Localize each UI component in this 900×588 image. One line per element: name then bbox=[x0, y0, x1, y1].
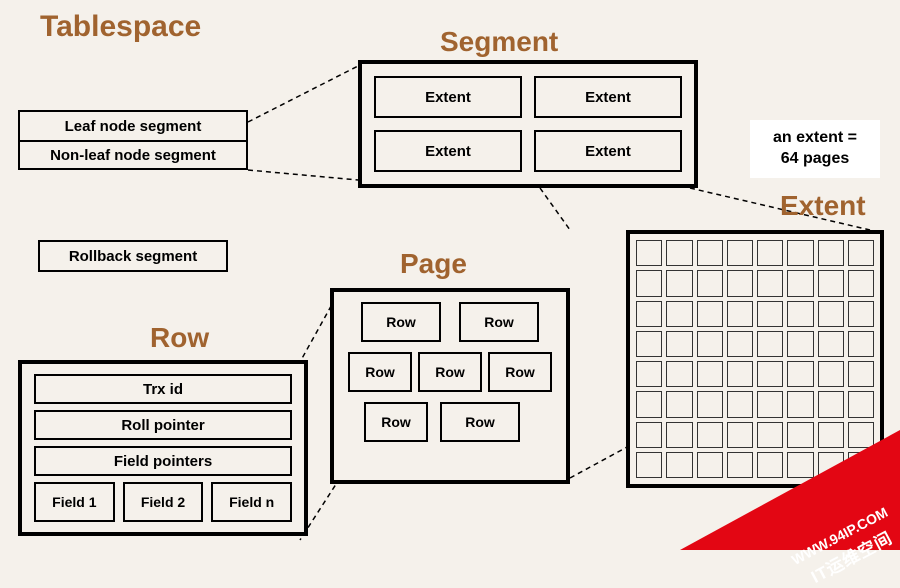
segment-extent-cell: Extent bbox=[374, 76, 522, 118]
heading-page: Page bbox=[400, 248, 467, 280]
extent-note-line1: an extent = bbox=[754, 128, 876, 149]
page-row-cell: Row bbox=[364, 402, 428, 442]
row-trx-id: Trx id bbox=[34, 374, 292, 404]
non-leaf-node-segment: Non-leaf node segment bbox=[18, 140, 248, 170]
extent-page-cell bbox=[848, 270, 874, 296]
rollback-segment-box: Rollback segment bbox=[38, 240, 228, 272]
page-row-cell: Row bbox=[488, 352, 552, 392]
extent-page-cell bbox=[818, 301, 844, 327]
extent-page-cell bbox=[697, 270, 723, 296]
extent-page-cell bbox=[787, 301, 813, 327]
extent-page-cell bbox=[787, 391, 813, 417]
row-box: Trx id Roll pointer Field pointers Field… bbox=[18, 360, 308, 536]
extent-page-cell bbox=[636, 361, 662, 387]
extent-page-cell bbox=[636, 270, 662, 296]
extent-page-cell bbox=[757, 361, 783, 387]
page-box: Row Row Row Row Row Row Row bbox=[330, 288, 570, 484]
extent-page-cell bbox=[787, 331, 813, 357]
page-row-cell: Row bbox=[418, 352, 482, 392]
extent-page-cell bbox=[697, 301, 723, 327]
page-row-cell: Row bbox=[361, 302, 441, 342]
extent-page-cell bbox=[666, 240, 692, 266]
extent-page-cell bbox=[666, 361, 692, 387]
extent-page-cell bbox=[727, 301, 753, 327]
extent-page-cell bbox=[636, 391, 662, 417]
extent-page-cell bbox=[697, 361, 723, 387]
extent-note-line2: 64 pages bbox=[754, 149, 876, 170]
row-field-cell: Field n bbox=[211, 482, 292, 522]
extent-page-cell bbox=[727, 270, 753, 296]
extent-page-cell bbox=[818, 240, 844, 266]
extent-page-cell bbox=[636, 301, 662, 327]
leaf-node-segment: Leaf node segment bbox=[18, 110, 248, 140]
extent-page-cell bbox=[636, 452, 662, 478]
extent-page-cell bbox=[848, 391, 874, 417]
extent-page-cell bbox=[757, 391, 783, 417]
segment-extent-cell: Extent bbox=[534, 130, 682, 172]
extent-page-cell bbox=[666, 270, 692, 296]
segment-extent-cell: Extent bbox=[374, 130, 522, 172]
extent-page-cell bbox=[727, 361, 753, 387]
row-field-pointers: Field pointers bbox=[34, 446, 292, 476]
extent-page-cell bbox=[697, 331, 723, 357]
extent-page-cell bbox=[848, 331, 874, 357]
page-row-cell: Row bbox=[348, 352, 412, 392]
page-row-cell: Row bbox=[459, 302, 539, 342]
extent-page-cell bbox=[818, 270, 844, 296]
extent-page-cell bbox=[636, 240, 662, 266]
heading-extent: Extent bbox=[780, 190, 866, 222]
extent-page-cell bbox=[818, 361, 844, 387]
extent-note: an extent = 64 pages bbox=[750, 120, 880, 178]
extent-page-cell bbox=[636, 331, 662, 357]
extent-page-cell bbox=[666, 331, 692, 357]
segment-extent-cell: Extent bbox=[534, 76, 682, 118]
extent-page-cell bbox=[727, 240, 753, 266]
extent-page-cell bbox=[787, 240, 813, 266]
row-roll-pointer: Roll pointer bbox=[34, 410, 292, 440]
extent-page-cell bbox=[757, 331, 783, 357]
page-row-cell: Row bbox=[440, 402, 520, 442]
extent-page-cell bbox=[787, 270, 813, 296]
row-field-cell: Field 1 bbox=[34, 482, 115, 522]
extent-page-cell bbox=[727, 331, 753, 357]
extent-page-cell bbox=[666, 391, 692, 417]
extent-page-cell bbox=[818, 331, 844, 357]
segment-box: Extent Extent Extent Extent bbox=[358, 60, 698, 188]
heading-row: Row bbox=[150, 322, 209, 354]
heading-tablespace: Tablespace bbox=[40, 10, 201, 44]
extent-page-cell bbox=[848, 301, 874, 327]
row-field-cell: Field 2 bbox=[123, 482, 204, 522]
extent-page-cell bbox=[697, 240, 723, 266]
extent-page-cell bbox=[636, 422, 662, 448]
extent-page-cell bbox=[666, 301, 692, 327]
extent-page-cell bbox=[757, 240, 783, 266]
heading-segment: Segment bbox=[440, 26, 558, 58]
extent-page-cell bbox=[818, 391, 844, 417]
extent-page-cell bbox=[727, 391, 753, 417]
extent-page-cell bbox=[848, 361, 874, 387]
extent-page-cell bbox=[757, 270, 783, 296]
extent-page-cell bbox=[848, 240, 874, 266]
extent-page-cell bbox=[757, 301, 783, 327]
extent-page-cell bbox=[697, 391, 723, 417]
tablespace-segments-box: Leaf node segment Non-leaf node segment bbox=[18, 110, 248, 170]
extent-page-cell bbox=[787, 361, 813, 387]
